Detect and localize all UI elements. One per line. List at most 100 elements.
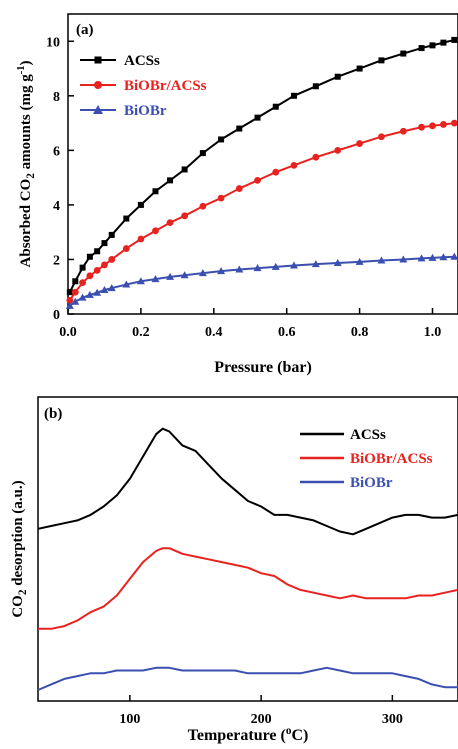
- data-point: [418, 123, 425, 131]
- data-point: [235, 265, 244, 273]
- y-ticks-a: 0 2 4 6 8 10: [46, 35, 74, 323]
- data-point: [101, 240, 108, 247]
- data-point: [86, 272, 94, 280]
- plot-frame-b: [37, 396, 458, 702]
- axis-label-part: C): [291, 727, 308, 744]
- data-point: [400, 50, 407, 57]
- series-line-BiOBr/ACSs: [68, 122, 455, 301]
- legend-label: BiOBr: [350, 475, 393, 491]
- data-point: [218, 136, 225, 143]
- data-point: [199, 202, 207, 210]
- data-point: [71, 297, 80, 305]
- data-point: [123, 215, 130, 222]
- data-point: [450, 119, 458, 127]
- series-line-ACSs: [37, 427, 458, 536]
- x-tick-label: 0.4: [205, 325, 223, 340]
- data-point: [355, 257, 364, 265]
- data-point: [312, 83, 319, 90]
- x-ticks-a: 0.0 0.2 0.4 0.6 0.8 1.0: [59, 308, 441, 340]
- data-point: [152, 188, 159, 195]
- y-axis-label-b: CO2 desorption (a.u.): [10, 480, 29, 617]
- data-point: [254, 114, 261, 121]
- data-point: [94, 248, 101, 255]
- data-point: [272, 168, 280, 176]
- x-tick-label: 100: [119, 712, 140, 727]
- data-point: [378, 57, 385, 64]
- data-point: [356, 140, 363, 147]
- data-point: [399, 255, 408, 263]
- data-point: [440, 39, 447, 46]
- data-point: [378, 133, 385, 141]
- data-point: [253, 264, 262, 272]
- data-point: [151, 275, 160, 283]
- y-tick-label: 10: [46, 35, 60, 50]
- data-point: [312, 153, 320, 161]
- axis-label-part: 2: [25, 173, 37, 179]
- data-point: [136, 277, 145, 285]
- data-point: [108, 256, 116, 263]
- data-point: [290, 161, 298, 169]
- legend-label: BiOBr: [124, 103, 167, 119]
- data-point: [311, 260, 320, 268]
- data-point: [289, 261, 298, 269]
- data-point: [72, 278, 79, 285]
- series-a: [65, 36, 458, 309]
- axis-label-part: Absorbed CO: [18, 179, 34, 268]
- x-axis-label-a: Pressure (bar): [214, 359, 312, 376]
- axis-label-part: -1: [16, 66, 27, 75]
- x-tick-label: 0.8: [351, 325, 369, 340]
- data-point: [181, 166, 188, 173]
- series-line-BiOBr: [69, 255, 455, 307]
- data-point: [65, 301, 74, 309]
- data-point: [440, 121, 447, 128]
- series-b: [37, 427, 458, 691]
- legend-label: ACSs: [350, 427, 386, 443]
- data-point: [451, 36, 458, 43]
- data-point: [235, 185, 243, 192]
- data-point: [356, 65, 363, 72]
- data-point: [100, 286, 109, 293]
- data-point: [93, 266, 101, 274]
- plot-frame-a: [67, 13, 458, 315]
- data-point: [122, 280, 131, 288]
- data-point: [439, 253, 448, 261]
- axis-label-part: CO: [10, 595, 26, 618]
- data-point: [86, 253, 93, 260]
- axis-label-part: amounts (mg g: [18, 74, 34, 173]
- x-tick-label: 300: [382, 712, 403, 727]
- axis-label-part: 2: [17, 589, 29, 595]
- data-point: [199, 150, 206, 157]
- data-point: [152, 227, 159, 235]
- x-ticks-b: 100 200 300: [119, 695, 403, 727]
- series-line-BiOBr: [37, 666, 458, 691]
- data-point: [122, 245, 130, 252]
- data-point: [399, 127, 407, 135]
- x-tick-label: 200: [251, 712, 272, 727]
- data-point: [181, 212, 189, 220]
- legend-marker: [93, 105, 103, 114]
- series-line-BiOBr/ACSs: [38, 547, 458, 630]
- data-point: [167, 177, 174, 184]
- data-point: [198, 269, 207, 277]
- x-tick-label: 1.0: [424, 325, 442, 340]
- legend-label: BiOBr/ACSs: [124, 78, 207, 94]
- y-tick-label: 8: [53, 90, 60, 105]
- x-tick-label: 0.2: [132, 325, 150, 340]
- data-point: [377, 256, 386, 264]
- data-point: [450, 252, 458, 260]
- axis-label-part: Temperature (: [188, 727, 286, 744]
- data-point: [217, 267, 226, 275]
- legend-label: ACSs: [124, 53, 160, 69]
- data-point: [78, 293, 87, 301]
- data-point: [429, 42, 436, 49]
- data-point: [180, 271, 189, 279]
- data-point: [334, 73, 341, 80]
- data-point: [93, 288, 102, 296]
- data-point: [417, 254, 426, 262]
- data-point: [101, 261, 108, 269]
- data-point: [85, 290, 94, 298]
- panel-b: (b) 100 200 300 ACSs BiOBr/ACSs BiOBr Temper…: [10, 396, 458, 744]
- data-point: [217, 194, 225, 202]
- data-point: [79, 264, 86, 271]
